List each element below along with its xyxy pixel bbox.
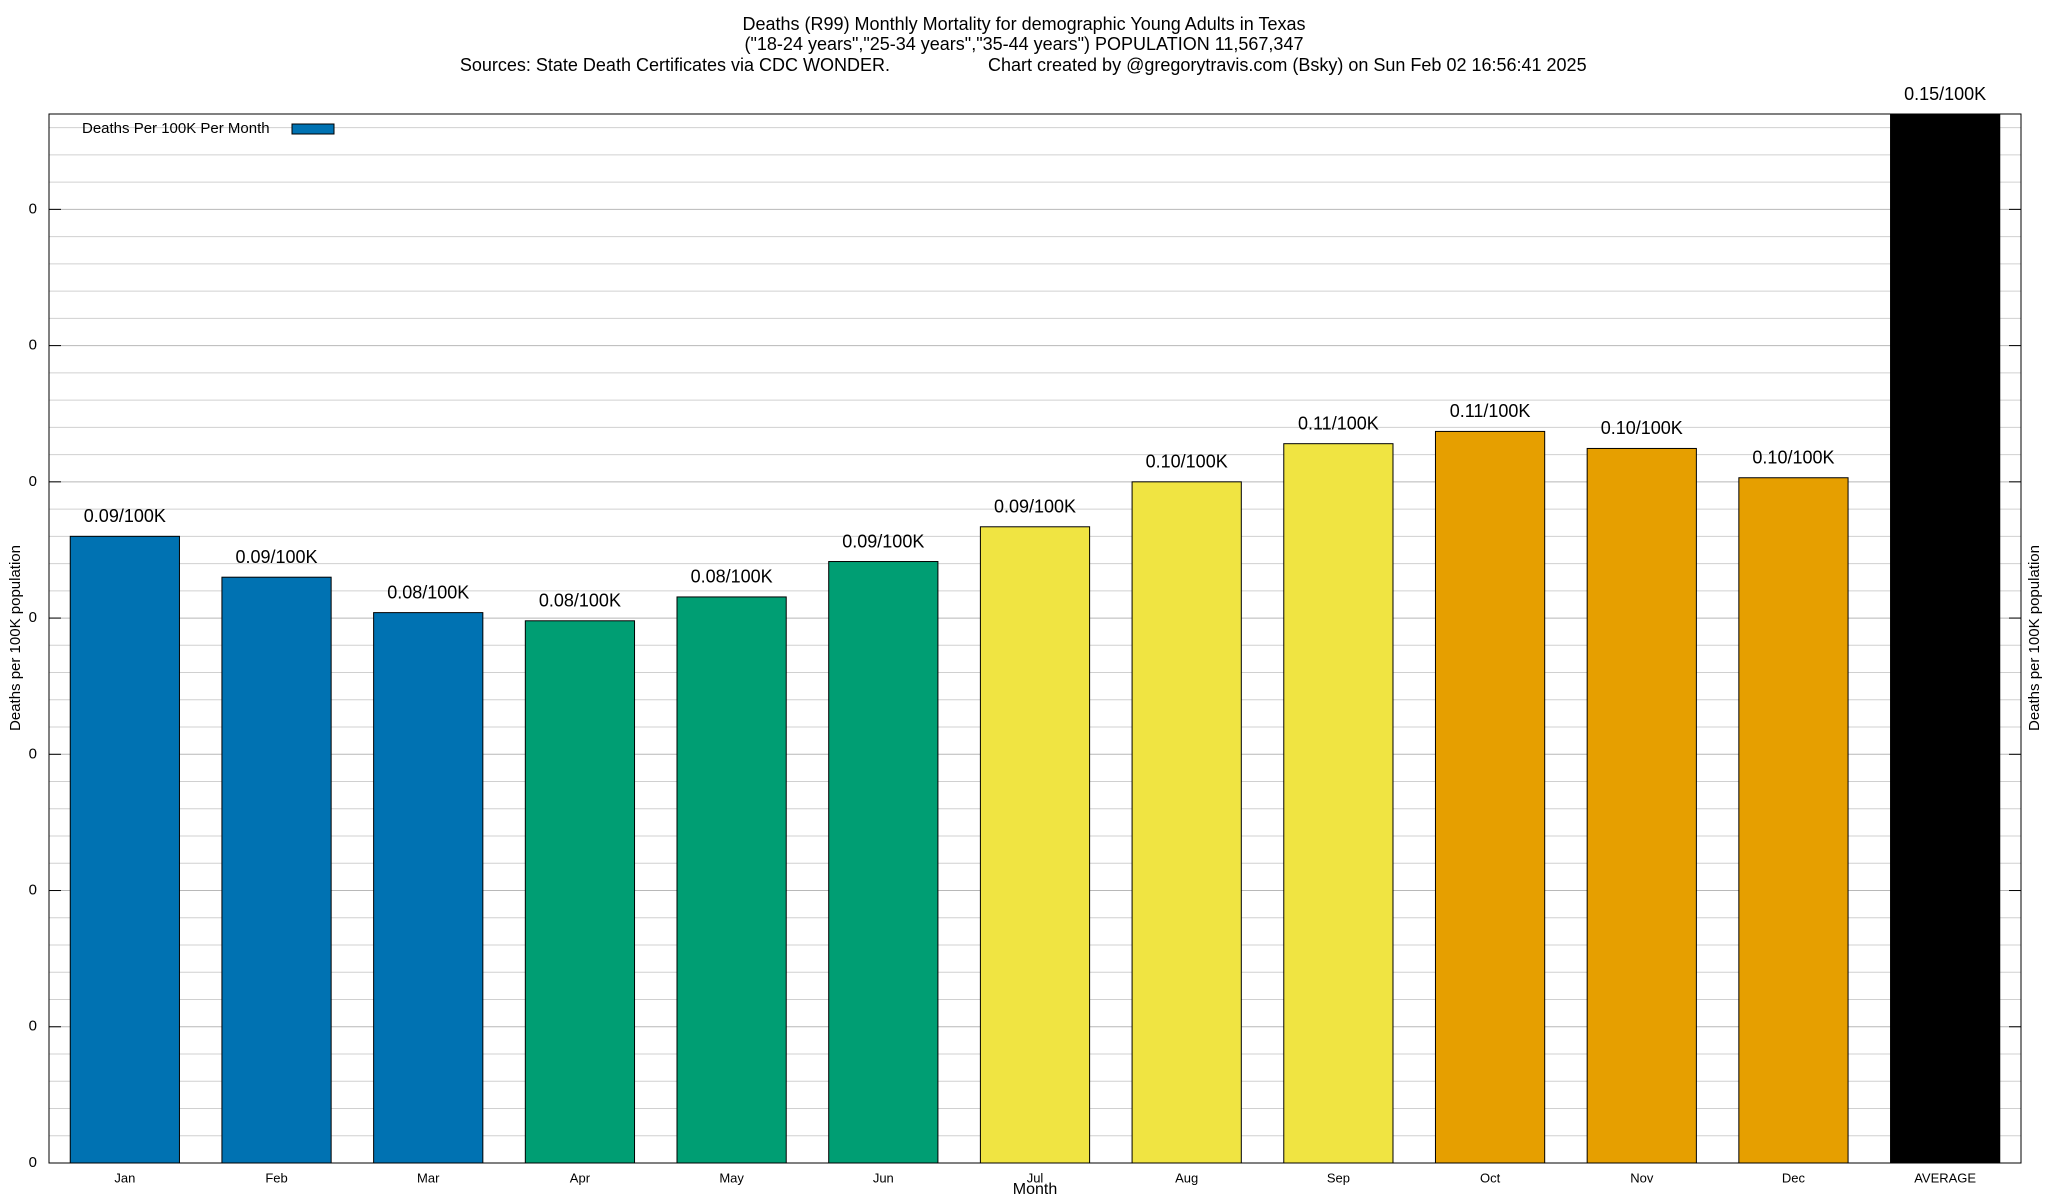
y-tick-label: 0 xyxy=(29,882,37,899)
x-tick-label: Sep xyxy=(1327,1170,1350,1185)
x-tick-label: May xyxy=(719,1170,744,1185)
y-tick-label: 0 xyxy=(29,200,37,217)
value-label: 0.09/100K xyxy=(842,531,924,551)
bar xyxy=(1283,443,1394,1164)
bar xyxy=(221,576,332,1164)
sources: Sources: State Death Certificates via CD… xyxy=(460,55,890,75)
legend-label: Deaths Per 100K Per Month xyxy=(82,120,270,137)
y-tick-label: 0 xyxy=(29,337,37,354)
y-tick-label: 0 xyxy=(29,609,37,626)
bar xyxy=(1434,430,1546,1164)
value-label: 0.15/100K xyxy=(1904,84,1986,104)
value-label: 0.10/100K xyxy=(1752,447,1834,467)
y-tick-label: 0 xyxy=(29,1154,37,1171)
chart-title: Deaths (R99) Monthly Mortality for demog… xyxy=(743,14,1306,34)
x-tick-label: Mar xyxy=(417,1170,440,1185)
value-label: 0.09/100K xyxy=(235,547,317,567)
bar xyxy=(1586,447,1697,1164)
value-label: 0.08/100K xyxy=(387,582,469,602)
y2-axis-label: Deaths per 100K population xyxy=(2026,545,2043,731)
bar xyxy=(1738,477,1849,1164)
value-label: 0.10/100K xyxy=(1601,418,1683,438)
y-tick-label: 0 xyxy=(29,1018,37,1035)
bar xyxy=(1131,481,1242,1164)
value-label: 0.11/100K xyxy=(1298,413,1379,433)
x-tick-label: Nov xyxy=(1630,1170,1654,1185)
x-tick-label: AVERAGE xyxy=(1914,1170,1976,1185)
value-label: 0.09/100K xyxy=(994,497,1076,517)
plot-frame xyxy=(48,113,2022,1164)
y-axis-label: Deaths per 100K population xyxy=(7,545,24,731)
bar xyxy=(524,620,636,1164)
x-tick-label: Oct xyxy=(1480,1170,1501,1185)
x-tick-label: Aug xyxy=(1175,1170,1198,1185)
credit: Chart created by @gregorytravis.com (Bsk… xyxy=(988,55,1587,75)
x-tick-label: Feb xyxy=(265,1170,287,1185)
legend-swatch xyxy=(291,123,335,135)
x-axis-label: Month xyxy=(1013,1181,1057,1198)
x-tick-label: Dec xyxy=(1782,1170,1806,1185)
value-label: 0.08/100K xyxy=(539,591,621,611)
x-tick-label: Apr xyxy=(570,1170,591,1185)
bar xyxy=(979,526,1091,1164)
value-label: 0.10/100K xyxy=(1146,452,1228,472)
bar xyxy=(373,612,484,1164)
value-label: 0.08/100K xyxy=(691,567,773,587)
x-tick-label: Jan xyxy=(114,1170,135,1185)
bar xyxy=(1890,113,2001,1164)
bar xyxy=(676,596,787,1164)
bar xyxy=(828,561,939,1164)
value-label: 0.11/100K xyxy=(1450,401,1531,421)
y-tick-label: 0 xyxy=(29,745,37,762)
x-tick-label: Jul xyxy=(1027,1170,1044,1185)
bar xyxy=(69,535,180,1164)
chart-subtitle: ("18-24 years","25-34 years","35-44 year… xyxy=(745,34,1304,54)
x-tick-label: Jun xyxy=(873,1170,894,1185)
value-label: 0.09/100K xyxy=(84,506,166,526)
y-tick-label: 0 xyxy=(29,473,37,490)
